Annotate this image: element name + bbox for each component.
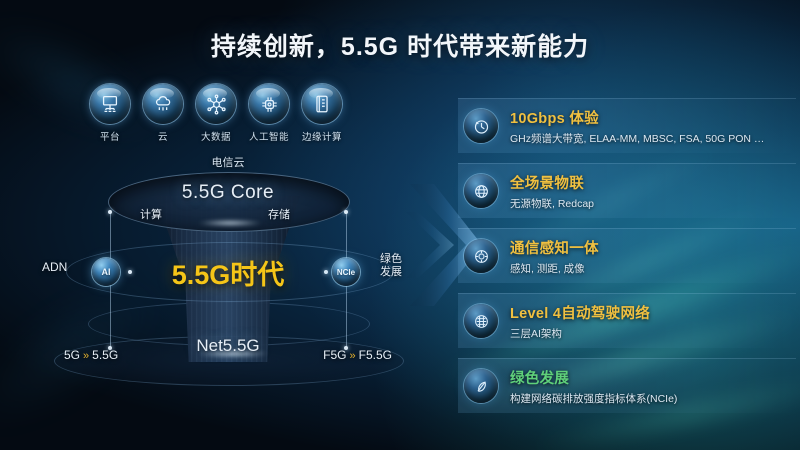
pillar-label: 人工智能 bbox=[248, 132, 289, 143]
pillar-cloud[interactable]: 云 bbox=[141, 84, 185, 143]
pillar-label: 云 bbox=[157, 132, 168, 143]
capability-subtitle: GHz频谱大带宽, ELAA-MM, MBSC, FSA, 50G PON … bbox=[510, 132, 765, 145]
funnel-mid-ellipse bbox=[66, 242, 394, 302]
edge-computing-icon bbox=[302, 84, 342, 124]
iot-globe-icon bbox=[464, 174, 498, 208]
capability-title: 通信感知一体 bbox=[510, 240, 599, 257]
platform-icon bbox=[90, 84, 130, 124]
compute-label: 计算 bbox=[140, 209, 162, 221]
pillar-platform[interactable]: 平台 bbox=[88, 84, 132, 143]
connector-dot bbox=[344, 210, 348, 214]
capability-item-iot[interactable]: 全场景物联 无源物联, Redcap bbox=[458, 163, 796, 218]
evolution-tag-5g: 5G» 5.5G bbox=[64, 348, 118, 362]
capability-item-10gbps[interactable]: 10Gbps 体验 GHz频谱大带宽, ELAA-MM, MBSC, FSA, … bbox=[458, 98, 796, 153]
telecom-cloud-label: 电信云 bbox=[211, 157, 245, 169]
ncie-badge[interactable]: NCIe bbox=[332, 258, 360, 286]
capability-subtitle: 构建网络碳排放强度指标体系(NCIe) bbox=[510, 392, 678, 405]
leaf-icon bbox=[464, 369, 498, 403]
capability-item-sensing[interactable]: 通信感知一体 感知, 测距, 成像 bbox=[458, 228, 796, 283]
green-development-label: 绿色 发展 bbox=[368, 253, 414, 279]
big-data-icon bbox=[196, 84, 236, 124]
pillar-label: 大数据 bbox=[200, 132, 231, 143]
pillar-label: 平台 bbox=[99, 132, 120, 143]
evolution-to: 5.5G bbox=[92, 348, 119, 362]
evolution-tag-f5g: F5G» F5.5G bbox=[323, 348, 392, 362]
core-label: 5.5G Core bbox=[181, 182, 275, 203]
net-label: Net5.5G bbox=[196, 336, 260, 355]
capability-title: 10Gbps 体验 bbox=[510, 110, 599, 127]
evolution-to: F5.5G bbox=[358, 348, 392, 362]
connector-dot bbox=[344, 346, 348, 350]
capability-subtitle: 三层AI架构 bbox=[510, 327, 562, 340]
capability-subtitle: 无源物联, Redcap bbox=[510, 197, 595, 210]
adn-label: ADN bbox=[42, 260, 68, 274]
evolution-from: 5G bbox=[64, 348, 81, 362]
sensing-icon bbox=[464, 239, 498, 273]
ai-brain-icon bbox=[249, 84, 289, 124]
speed-gauge-icon bbox=[464, 109, 498, 143]
chevron-right-icon: » bbox=[349, 350, 356, 362]
capability-title: 全场景物联 bbox=[510, 175, 584, 192]
slide-title: 持续创新，5.5G 时代带来新能力 bbox=[210, 33, 590, 61]
green-development-line2: 发展 bbox=[380, 266, 402, 278]
connector-dot bbox=[108, 346, 112, 350]
era-label: 5.5G时代 bbox=[171, 260, 285, 290]
pillar-label: 边缘计算 bbox=[301, 132, 342, 143]
autonomous-network-icon bbox=[464, 304, 498, 338]
evolution-from: F5G bbox=[323, 348, 347, 362]
pillar-big-data[interactable]: 大数据 bbox=[194, 84, 238, 143]
capability-title: 绿色发展 bbox=[510, 370, 570, 387]
capability-pillar-row: 平台 云 大数据 bbox=[88, 84, 344, 143]
connector-dot bbox=[108, 210, 112, 214]
evolution-tag-row: 5G» 5.5G F5G» F5.5G bbox=[48, 348, 408, 362]
capability-list: 10Gbps 体验 GHz频谱大带宽, ELAA-MM, MBSC, FSA, … bbox=[458, 98, 796, 423]
capability-item-green[interactable]: 绿色发展 构建网络碳排放强度指标体系(NCIe) bbox=[458, 358, 796, 413]
green-development-line1: 绿色 bbox=[380, 253, 402, 265]
cloud-icon bbox=[143, 84, 183, 124]
chevron-right-icon: » bbox=[83, 350, 90, 362]
ncie-connector-dot bbox=[324, 270, 328, 274]
capability-item-autonomous-network[interactable]: Level 4自动驾驶网络 三层AI架构 bbox=[458, 293, 796, 348]
ai-connector-dot bbox=[128, 270, 132, 274]
pillar-edge-computing[interactable]: 边缘计算 bbox=[300, 84, 344, 143]
ai-badge[interactable]: AI bbox=[92, 258, 120, 286]
net-glow bbox=[198, 350, 268, 357]
storage-label: 存储 bbox=[268, 209, 290, 221]
capability-title: Level 4自动驾驶网络 bbox=[510, 305, 651, 322]
pillar-ai[interactable]: 人工智能 bbox=[247, 84, 291, 143]
funnel-diagram: 电信云 5.5G Core 计算 存储 5.5G时代 Net5.5G ADN 绿… bbox=[42, 150, 408, 390]
capability-subtitle: 感知, 测距, 成像 bbox=[510, 262, 585, 275]
core-glow bbox=[198, 220, 262, 226]
